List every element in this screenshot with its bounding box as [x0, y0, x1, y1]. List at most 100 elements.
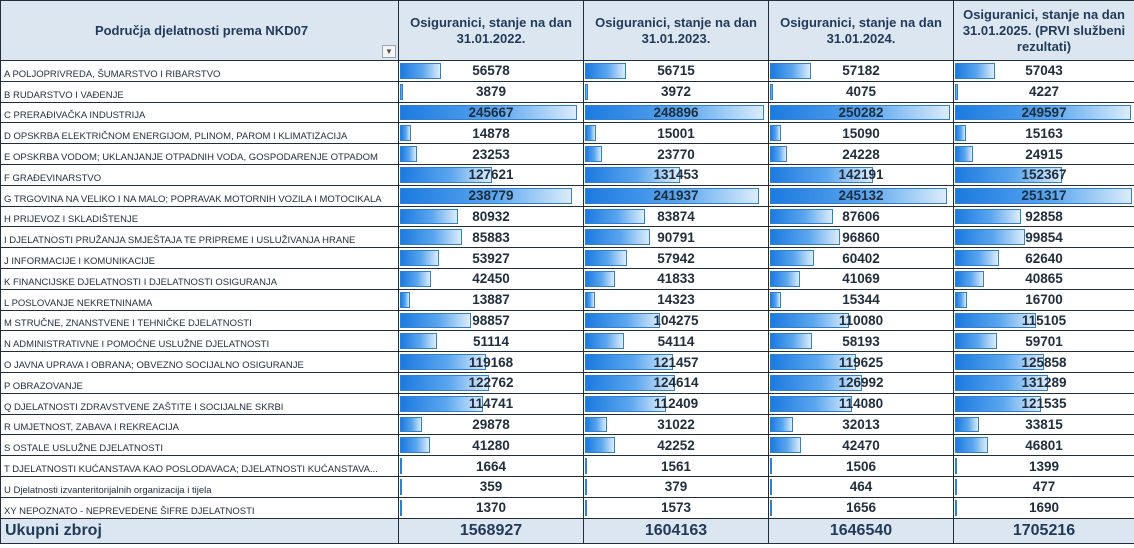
data-bar: [770, 63, 812, 79]
value-number: 4227: [1028, 84, 1060, 100]
value-number: 121535: [1021, 396, 1067, 412]
value-number: 58193: [842, 333, 880, 349]
data-bar: [955, 374, 1048, 391]
value-number: 1573: [660, 500, 692, 516]
value-number: 98857: [472, 312, 510, 328]
value-cell: 57182: [768, 60, 954, 82]
data-bar: [400, 229, 462, 246]
table-row: P OBRAZOVANJE 122762 124614 126992 131289: [0, 371, 1134, 394]
table-row: G TRGOVINA NA VELIKO I NA MALO; POPRAVAK…: [0, 184, 1134, 207]
value-number: 15344: [842, 292, 880, 308]
value-number: 87606: [842, 208, 880, 224]
value-cell: 14878: [398, 122, 584, 145]
value-number: 152367: [1021, 167, 1067, 183]
data-bar: [585, 104, 765, 121]
value-number: 112409: [653, 396, 699, 412]
data-bar: [955, 63, 996, 79]
value-number: 124614: [653, 375, 699, 391]
value-number: 110080: [838, 312, 884, 328]
data-bar: [955, 395, 1041, 412]
value-number: 1399: [1028, 458, 1060, 474]
value-number: 41069: [842, 271, 880, 287]
value-cell: 54114: [583, 330, 769, 353]
value-cell: 464: [768, 475, 954, 498]
value-number: 131453: [653, 167, 699, 183]
data-bar: [955, 478, 957, 495]
value-cell: 248896: [583, 101, 769, 124]
value-number: 104275: [653, 312, 699, 328]
value-number: 53927: [472, 250, 510, 266]
value-cell: 1656: [768, 496, 954, 519]
value-cell: 250282: [768, 101, 954, 124]
value-cell: 125858: [953, 351, 1134, 373]
value-number: 119168: [468, 354, 514, 370]
data-bar: [955, 208, 1021, 225]
value-cell: 112409: [583, 392, 769, 415]
value-cell: 33815: [953, 413, 1134, 436]
row-label: D OPSKRBA ELEKTRIČNOM ENERGIJOM, PLINOM,…: [0, 122, 399, 145]
value-cell: 98857: [398, 309, 584, 332]
value-number: 92858: [1025, 208, 1063, 224]
value-cell: 477: [953, 475, 1134, 498]
value-number: 32013: [842, 416, 880, 432]
table-row: B RUDARSTVO I VAĐENJE 3879 3972 4075 4227: [0, 80, 1134, 103]
value-cell: 1370: [398, 496, 584, 519]
data-bar: [955, 270, 984, 287]
value-cell: 53927: [398, 247, 584, 269]
value-cell: 60402: [768, 247, 954, 269]
table-row: Q DJELATNOSTI ZDRAVSTVENE ZAŠTITE I SOCI…: [0, 392, 1134, 415]
table-row: N ADMINISTRATIVNE I POMOĆNE USLUŽNE DJEL…: [0, 330, 1134, 353]
value-number: 245667: [468, 104, 514, 120]
value-number: 379: [664, 479, 688, 495]
total-row: Ukupni zbroj 1568927 1604163 1646540 170…: [0, 517, 1134, 544]
data-bar: [955, 104, 1132, 121]
value-number: 1664: [475, 458, 507, 474]
row-label: Q DJELATNOSTI ZDRAVSTVENE ZAŠTITE I SOCI…: [0, 392, 399, 415]
value-cell: 23770: [583, 143, 769, 165]
value-cell: 1561: [583, 455, 769, 477]
value-cell: 121535: [953, 392, 1134, 415]
data-bar: [585, 229, 651, 246]
value-number: 46801: [1025, 437, 1063, 453]
value-cell: 142191: [768, 163, 954, 186]
value-cell: 122762: [398, 371, 584, 394]
value-cell: 41280: [398, 434, 584, 457]
data-bar: [400, 499, 402, 516]
value-cell: 56715: [583, 60, 769, 82]
value-cell: 104275: [583, 309, 769, 332]
value-number: 131289: [1021, 375, 1067, 391]
row-label: P OBRAZOVANJE: [0, 371, 399, 394]
table-row: F GRAĐEVINARSTVO 127621 131453 142191 152367: [0, 163, 1134, 186]
data-bar: [585, 437, 616, 454]
table-row: R UMJETNOST, ZABAVA I REKREACIJA 29878 310…: [0, 413, 1134, 436]
data-bar: [585, 146, 603, 162]
value-number: 62640: [1025, 250, 1063, 266]
total-label: Ukupni zbroj: [0, 517, 399, 544]
row-label: L POSLOVANJE NEKRETNINAMA: [0, 288, 399, 311]
value-cell: 245132: [768, 184, 954, 207]
value-cell: 3879: [398, 80, 584, 103]
row-label: B RUDARSTVO I VAĐENJE: [0, 80, 399, 103]
value-number: 24228: [842, 146, 880, 162]
value-cell: 1573: [583, 496, 769, 519]
value-cell: 90791: [583, 226, 769, 249]
data-bar: [955, 187, 1133, 204]
total-value: 1604163: [583, 517, 769, 544]
value-number: 41280: [472, 437, 510, 453]
value-cell: 1506: [768, 455, 954, 477]
dropdown-arrow-icon[interactable]: ▼: [382, 45, 396, 58]
value-cell: 24228: [768, 143, 954, 165]
value-cell: 119168: [398, 351, 584, 373]
value-cell: 1690: [953, 496, 1134, 519]
value-number: 23770: [657, 146, 695, 162]
data-bar: [770, 499, 772, 516]
value-cell: 126992: [768, 371, 954, 394]
value-number: 13887: [472, 292, 510, 308]
value-number: 1506: [845, 458, 877, 474]
data-bar: [400, 395, 483, 412]
data-bar: [400, 208, 459, 225]
value-number: 60402: [842, 250, 880, 266]
header-area-label: Područja djelatnosti prema NKD07: [94, 22, 309, 38]
row-label: N ADMINISTRATIVNE I POMOĆNE USLUŽNE DJEL…: [0, 330, 399, 353]
data-bar: [585, 478, 587, 495]
